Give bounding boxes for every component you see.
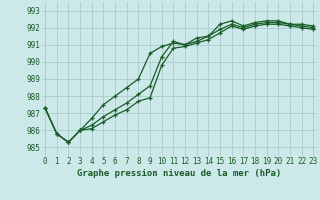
X-axis label: Graphe pression niveau de la mer (hPa): Graphe pression niveau de la mer (hPa): [77, 169, 281, 178]
